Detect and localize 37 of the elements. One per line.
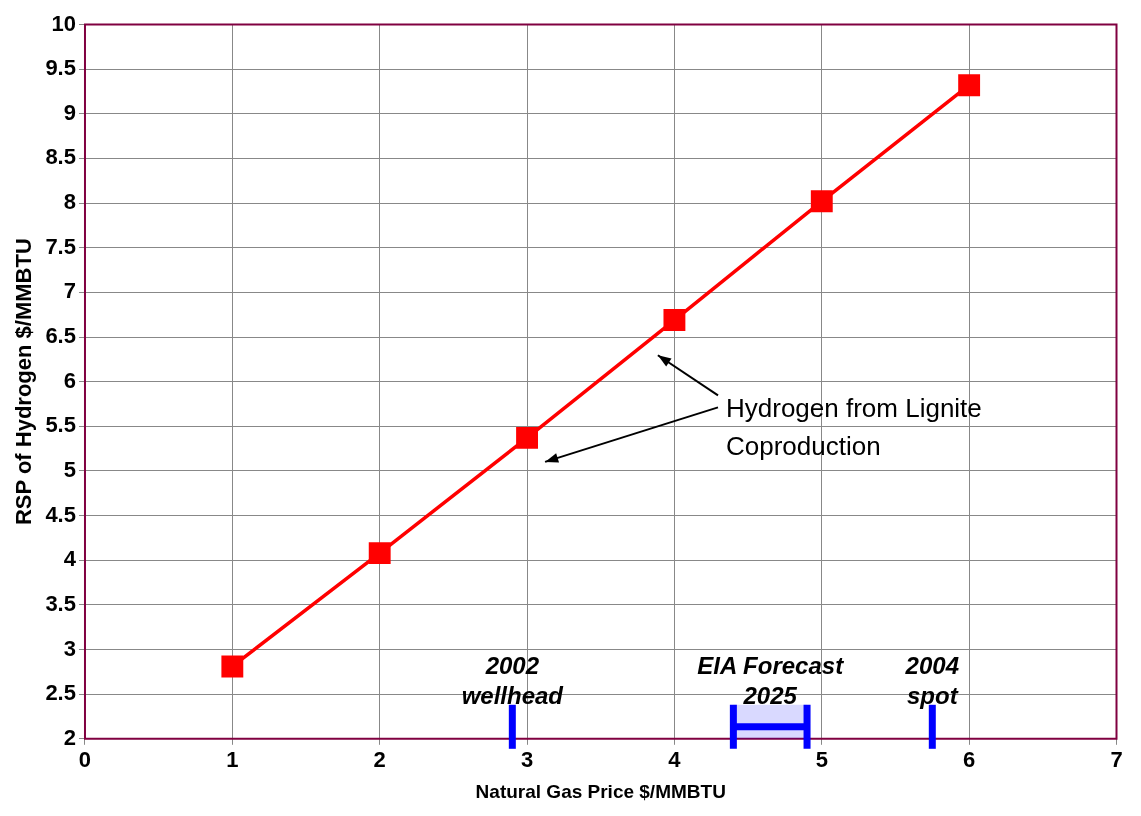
y-tick-label: 7.5	[45, 233, 76, 259]
y-tick-label: 8.5	[45, 144, 76, 170]
ref-line-label: 2002 wellhead	[461, 651, 565, 709]
ref-line-label: 2004 spot	[904, 651, 959, 709]
x-tick-label: 5	[815, 747, 828, 773]
y-tick-label: 5.5	[45, 412, 76, 438]
y-tick-label: 2	[63, 724, 76, 750]
y-tick-label: 3.5	[45, 590, 76, 616]
y-tick-label: 6	[63, 367, 76, 393]
y-tick-label: 8	[63, 189, 76, 215]
y-tick-label: 4.5	[45, 501, 76, 527]
x-tick-label: 2	[373, 747, 386, 773]
point	[368, 542, 391, 565]
y-tick-label: 6.5	[45, 323, 76, 349]
point	[663, 309, 686, 331]
x-tick-label: 4	[668, 747, 682, 773]
x-tick-label: 3	[520, 747, 534, 773]
y-tick-label: 7	[63, 278, 76, 304]
point	[810, 190, 833, 213]
y-tick-label: 9.5	[45, 55, 76, 81]
point	[516, 426, 538, 449]
x-axis-title: Natural Gas Price $/MMBTU	[475, 780, 726, 802]
x-tick-label: 0	[78, 747, 92, 773]
point	[958, 74, 981, 97]
y-tick-label: 9	[63, 99, 76, 125]
x-tick-label: 6	[963, 747, 976, 773]
band-label: EIA Forecast 2025	[697, 651, 845, 709]
annotation: Hydrogen from Lignite Coproduction	[726, 393, 982, 462]
x-tick-label: 7	[1110, 747, 1123, 773]
point	[221, 655, 244, 678]
y-tick-label: 4	[63, 546, 77, 572]
y-tick-label: 5	[63, 457, 76, 482]
x-tick-label: 1	[226, 747, 239, 773]
y-tick-label: 2.5	[45, 680, 76, 706]
y-tick-label: 10	[51, 10, 76, 36]
y-tick-label: 3	[63, 635, 76, 661]
y-axis-title: RSP of Hydrogen $/MMBTU	[11, 238, 37, 526]
